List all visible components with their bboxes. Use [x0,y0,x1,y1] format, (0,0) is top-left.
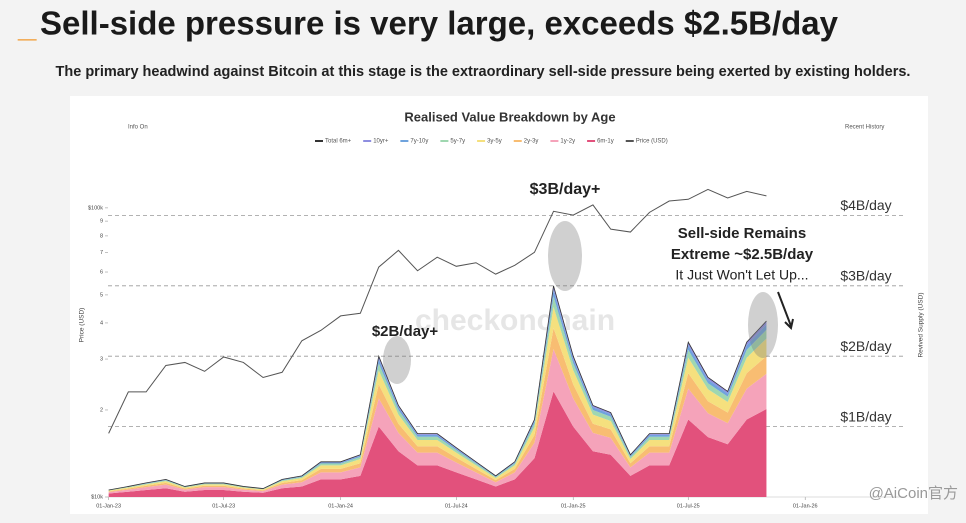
legend-swatch [315,140,323,142]
legend-label: 1y-2y [560,139,575,145]
y-tick-label: 4 [100,320,103,326]
legend-swatch [363,140,372,142]
legend-swatch [550,140,559,142]
annotation: It Just Won't Let Up... [675,267,808,283]
x-tick-label: 01-Jan-26 [793,503,818,509]
legend-item: 1y-2y [550,139,575,145]
legend-item: 6m-1y [587,139,614,145]
legend-swatch [477,140,486,142]
legend-label: 6m-1y [597,139,614,145]
area-band [108,349,767,494]
watermark: checkonchain [415,304,615,337]
area-band [108,391,767,497]
y2-axis-label: Revived Supply (USD) [918,292,925,357]
subtitle: The primary headwind against Bitcoin at … [56,64,911,80]
highlight [748,292,778,358]
highlight [383,336,411,384]
x-tick-label: 01-Jul-24 [445,503,468,509]
price-line [108,188,767,434]
x-tick-label: 01-Jan-23 [96,503,121,509]
legend-label: 5y-7y [450,139,465,145]
legend-swatch [513,140,522,142]
chart-title: Realised Value Breakdown by Age [404,109,615,124]
chart-panel [70,96,928,514]
y-tick-label: 2 [100,407,103,413]
y-tick-label: 7 [100,250,103,256]
legend-item: 7y-10y [400,139,428,145]
y-tick-label: $100k [88,205,103,211]
legend-label: 10yr+ [373,139,389,145]
legend-label: Price (USD) [636,139,668,145]
y2-tick-label: $1B/day [840,408,891,424]
plot: $10k 2 3 4 5 6 7 8 9 $100k $1B/day $2B/day $3B/day $4… [88,139,905,509]
title-mark: _ [17,7,37,44]
legend-label: 3y-5y [487,139,502,145]
legend-item: 3y-5y [477,139,502,145]
legend-label: 7y-10y [410,139,428,145]
y2-tick-label: $4B/day [840,197,891,213]
annotation: Extreme ~$2.5B/day [671,246,814,263]
y-tick-label: 8 [100,233,103,239]
source-watermark: @AiCoin官方 [869,485,958,502]
y2-tick-label: $3B/day [840,268,891,284]
legend-label: 2y-3y [524,139,539,145]
annotation: $2B/day+ [372,323,439,340]
y-tick-label: 6 [100,269,103,275]
y-tick-label: 5 [100,292,103,298]
legend-swatch [587,140,596,142]
x-tick-label: 01-Jan-25 [561,503,586,509]
range-select[interactable]: Recent History [845,125,884,131]
x-tick-label: 01-Jul-25 [677,503,700,509]
y2-tick-label: $2B/day [840,338,891,354]
legend-item: 5y-7y [440,139,465,145]
x-tick-label: 01-Jul-23 [212,503,235,509]
legend-item: 10yr+ [363,139,389,145]
legend-item: Total 6m+ [315,139,352,145]
annotation: $3B/day+ [530,181,601,198]
legend-swatch [400,140,409,142]
title: Sell-side pressure is very large, exceed… [40,5,839,42]
legend-label: Total 6m+ [325,139,352,145]
x-tick-label: 01-Jan-24 [328,503,353,509]
y-axis-label: Price (USD) [79,308,86,343]
arrow [777,291,794,330]
info-toggle[interactable]: Info On [128,125,148,131]
y-tick-label: 3 [100,357,103,363]
y-tick-label: 9 [100,219,103,225]
legend-swatch [625,140,634,142]
y-tick-label: $10k [91,494,103,500]
annotation: Sell-side Remains [678,225,806,242]
total-line [108,285,767,491]
legend-item: 2y-3y [513,139,539,145]
legend-item: Price (USD) [625,139,668,145]
legend-swatch [440,140,449,142]
highlight [548,221,582,291]
